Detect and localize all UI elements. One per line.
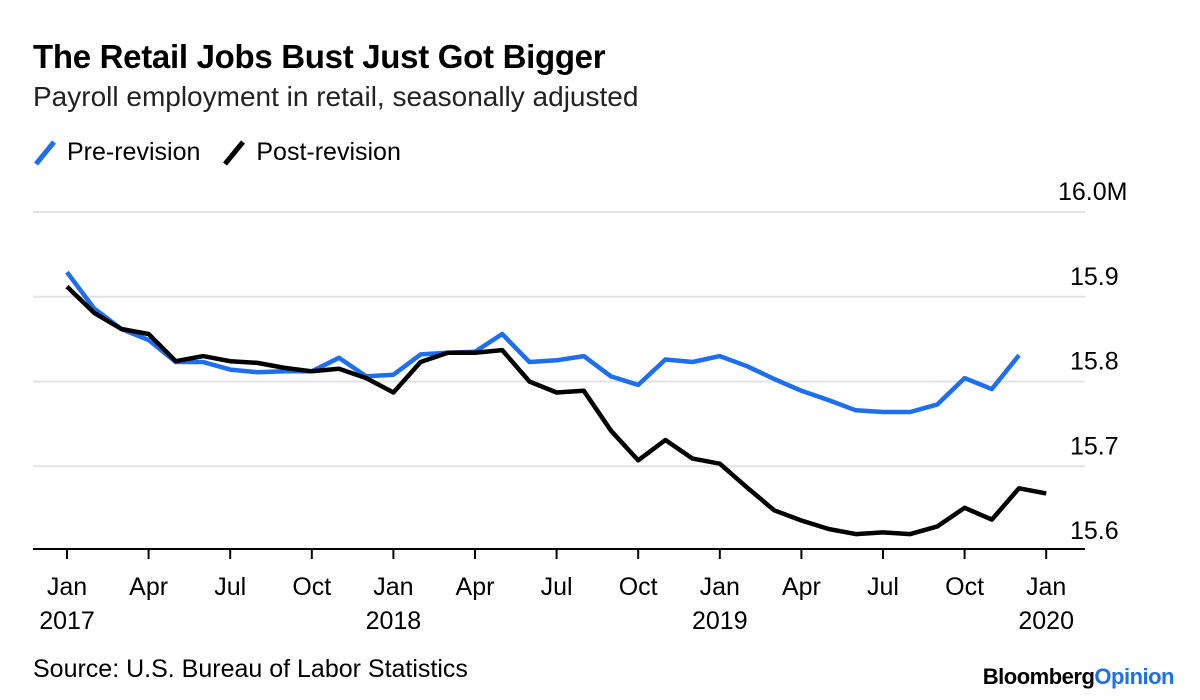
x-tick-label-1: Apr bbox=[129, 573, 168, 601]
x-tick-year-8: 2019 bbox=[692, 607, 748, 635]
x-tick-year-4: 2018 bbox=[366, 607, 422, 635]
legend-item-pre-revision: Pre-revision bbox=[33, 138, 200, 167]
x-tick-label-7: Oct bbox=[619, 573, 658, 601]
x-tick-label-12: Jan bbox=[1026, 573, 1066, 601]
x-tick-label-4: Jan bbox=[373, 573, 413, 601]
x-tick-label-2: Jul bbox=[214, 573, 246, 601]
brand-logo: BloombergOpinion bbox=[982, 664, 1175, 690]
source-note: Source: U.S. Bureau of Labor Statistics bbox=[33, 655, 468, 683]
chart-title: The Retail Jobs Bust Just Got Bigger bbox=[33, 38, 606, 75]
x-tick-year-12: 2020 bbox=[1018, 607, 1074, 635]
x-tick-label-0: Jan bbox=[47, 573, 87, 601]
y-tick-label-0: 16.0M bbox=[1058, 178, 1127, 206]
chart-subtitle: Payroll employment in retail, seasonally… bbox=[33, 81, 639, 112]
x-tick-label-10: Jul bbox=[867, 573, 899, 601]
series-line-pre-revision bbox=[65, 270, 1021, 415]
series-line-post-revision bbox=[65, 284, 1047, 537]
legend-label-post-revision: Post-revision bbox=[256, 138, 401, 166]
y-tick-label-1: 15.9 bbox=[1070, 263, 1119, 291]
legend-item-post-revision: Post-revision bbox=[222, 138, 401, 167]
legend-swatch-pre-revision bbox=[34, 139, 56, 166]
x-tick-label-9: Apr bbox=[782, 573, 821, 601]
legend-swatch-post-revision bbox=[223, 139, 246, 166]
x-tick-label-6: Jul bbox=[541, 573, 573, 601]
x-tick-label-3: Oct bbox=[292, 573, 331, 601]
y-tick-label-4: 15.6 bbox=[1070, 517, 1119, 545]
legend: Pre-revision Post-revision bbox=[33, 138, 423, 167]
y-tick-label-3: 15.7 bbox=[1070, 432, 1119, 460]
brand-opinion: Opinion bbox=[1094, 664, 1174, 689]
x-tick-year-0: 2017 bbox=[39, 607, 95, 635]
y-tick-label-2: 15.8 bbox=[1070, 348, 1119, 376]
x-tick-label-5: Apr bbox=[456, 573, 495, 601]
x-tick-label-11: Oct bbox=[945, 573, 984, 601]
legend-label-pre-revision: Pre-revision bbox=[67, 138, 201, 166]
brand-bloomberg: Bloomberg bbox=[982, 664, 1095, 689]
x-tick-label-8: Jan bbox=[700, 573, 740, 601]
